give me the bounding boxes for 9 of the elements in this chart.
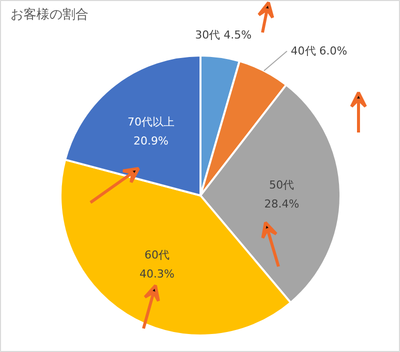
slice-label: 40代 6.0% xyxy=(290,44,348,58)
slice-label: 50代 xyxy=(269,178,294,192)
slice-label: 30代 4.5% xyxy=(195,28,252,42)
slice-label: 70代以上 xyxy=(127,116,174,129)
chart-title: お客様の割合 xyxy=(10,6,88,22)
data-label: 20.9% xyxy=(134,134,168,148)
data-label: 28.4% xyxy=(264,197,300,210)
slice-label: 60代 xyxy=(144,248,170,262)
data-label: 40.3% xyxy=(140,268,175,281)
